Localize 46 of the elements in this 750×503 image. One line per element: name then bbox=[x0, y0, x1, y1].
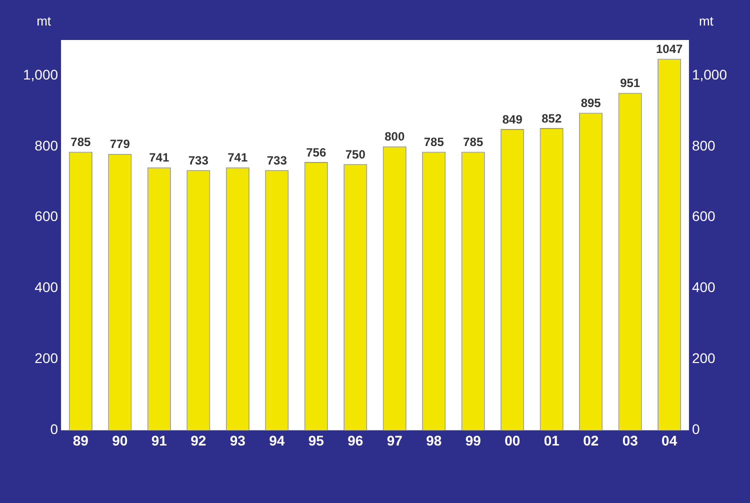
x-tick-label: 91 bbox=[151, 432, 168, 448]
x-tick-label: 01 bbox=[544, 432, 560, 448]
x-tick-label: 92 bbox=[190, 432, 206, 448]
data-label: 849 bbox=[502, 112, 523, 126]
data-label: 779 bbox=[110, 137, 130, 152]
data-label: 852 bbox=[542, 111, 562, 126]
data-label: 733 bbox=[266, 153, 288, 168]
x-tick-label: 98 bbox=[426, 432, 442, 448]
y2-tick-label: 800 bbox=[692, 137, 716, 154]
data-label: 756 bbox=[306, 145, 326, 160]
y-tick-label: 0 bbox=[50, 421, 58, 438]
x-tick-label: 03 bbox=[622, 432, 638, 448]
x-tick-label: 93 bbox=[230, 432, 246, 448]
y2-tick-label: 200 bbox=[692, 350, 716, 366]
y2-axis-title: mt bbox=[698, 14, 714, 29]
data-label: 895 bbox=[580, 96, 602, 110]
data-label: 750 bbox=[345, 147, 366, 162]
x-tick-label: 02 bbox=[583, 432, 599, 448]
x-tick-label: 90 bbox=[112, 432, 128, 448]
y-tick-label: 1,000 bbox=[22, 66, 58, 82]
x-tick-label: 89 bbox=[72, 432, 89, 448]
y2-tick-label: 0 bbox=[692, 421, 700, 438]
data-label: 741 bbox=[228, 150, 248, 165]
x-tick-label: 97 bbox=[386, 432, 403, 448]
y-tick-label: 800 bbox=[34, 137, 58, 154]
data-label: 741 bbox=[149, 150, 170, 165]
data-label: 951 bbox=[620, 76, 640, 90]
y2-tick-label: 1,000 bbox=[692, 66, 728, 82]
y-tick-label: 200 bbox=[34, 350, 58, 366]
y2-tick-label: 600 bbox=[692, 208, 716, 224]
data-label: 733 bbox=[188, 153, 209, 168]
data-label: 785 bbox=[463, 135, 484, 150]
y2-tick-label: 400 bbox=[692, 279, 716, 296]
x-tick-label: 00 bbox=[504, 432, 520, 448]
x-tick-label: 94 bbox=[269, 432, 285, 448]
data-label: 785 bbox=[424, 135, 444, 150]
data-label: 1047 bbox=[656, 42, 684, 56]
x-tick-label: 04 bbox=[662, 432, 678, 448]
x-tick-label: 96 bbox=[348, 432, 364, 448]
y-tick-label: 600 bbox=[34, 208, 58, 224]
data-label: 785 bbox=[70, 135, 91, 150]
y-axis-title: mt bbox=[36, 14, 52, 29]
y-tick-label: 400 bbox=[34, 279, 58, 296]
x-tick-label: 95 bbox=[308, 432, 324, 448]
x-tick-label: 99 bbox=[465, 432, 482, 448]
data-label: 800 bbox=[384, 130, 405, 144]
